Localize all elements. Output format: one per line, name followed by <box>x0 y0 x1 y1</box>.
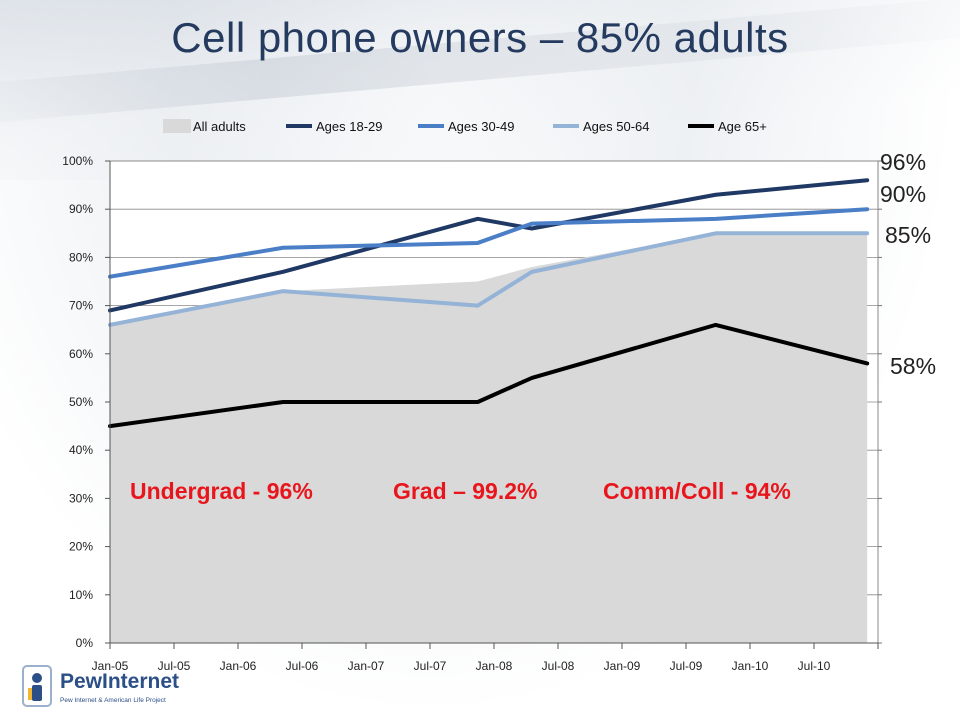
x-tick-label: Jul-08 <box>542 659 575 673</box>
y-tick-label: 0% <box>76 636 94 650</box>
y-tick-label: 10% <box>69 588 93 602</box>
logo-text: PewInternet <box>60 670 180 693</box>
end-label: 90% <box>880 181 926 207</box>
x-tick-label: Jan-09 <box>604 659 641 673</box>
x-tick-label: Jul-09 <box>670 659 703 673</box>
end-labels: 96% 90% 85% 58% <box>880 149 936 379</box>
y-tick-label: 30% <box>69 491 93 505</box>
annotation-text: Comm/Coll - 94% <box>603 478 791 504</box>
y-axis: 0% 10% 20% 30% 40% 50% 60% 70% 80% 90% 100% <box>62 154 882 650</box>
y-tick-label: 80% <box>69 250 93 264</box>
end-label: 96% <box>880 149 926 175</box>
y-tick-label: 90% <box>69 202 93 216</box>
annotation-text: Grad – 99.2% <box>393 478 537 504</box>
legend: All adults Ages 18-29 Ages 30-49 Ages 50-64… <box>163 119 767 134</box>
end-label: 85% <box>885 222 931 248</box>
annotations: Undergrad - 96% Grad – 99.2% Comm/Coll - 9… <box>130 478 791 504</box>
background-decoration <box>0 0 960 180</box>
x-tick-label: Jul-10 <box>798 659 831 673</box>
legend-label-ages-50-64: Ages 50-64 <box>583 119 650 134</box>
line-age-65 <box>108 322 870 429</box>
y-tick-label: 20% <box>69 540 93 554</box>
legend-label-all-adults: All adults <box>193 119 246 134</box>
y-tick-label: 50% <box>69 395 93 409</box>
x-axis: Jan-05 Jul-05 Jan-06 Jul-06 Jan-07 Jul-07 Jan-… <box>92 642 879 673</box>
line-series <box>108 178 870 429</box>
line-ages-30-49 <box>108 207 870 279</box>
x-tick-label: Jul-05 <box>158 659 191 673</box>
legend-swatch-all-adults <box>163 119 191 133</box>
logo-subtitle: Pew Internet & American Life Project <box>60 697 166 704</box>
y-tick-label: 70% <box>69 299 93 313</box>
y-tick-label: 40% <box>69 443 93 457</box>
x-tick-label: Jan-07 <box>348 659 385 673</box>
page-title: Cell phone owners – 85% adults <box>171 14 789 61</box>
x-tick-label: Jul-07 <box>414 659 447 673</box>
y-tick-label: 60% <box>69 347 93 361</box>
end-label: 58% <box>890 353 936 379</box>
x-tick-label: Jan-08 <box>476 659 513 673</box>
x-tick-label: Jan-05 <box>92 659 129 673</box>
y-tick-label: 100% <box>62 154 93 168</box>
legend-label-ages-18-29: Ages 18-29 <box>316 119 383 134</box>
line-ages-50-64 <box>108 231 870 327</box>
pew-logo-icon <box>22 665 52 707</box>
x-tick-label: Jul-06 <box>286 659 319 673</box>
pew-internet-logo: PewInternet Pew Internet & American Life… <box>20 664 190 712</box>
x-tick-label: Jan-10 <box>732 659 769 673</box>
annotation-text: Undergrad - 96% <box>130 478 313 504</box>
line-ages-18-29 <box>108 178 870 313</box>
legend-label-ages-30-49: Ages 30-49 <box>448 119 515 134</box>
x-tick-label: Jan-06 <box>220 659 257 673</box>
legend-label-age-65: Age 65+ <box>718 119 767 134</box>
